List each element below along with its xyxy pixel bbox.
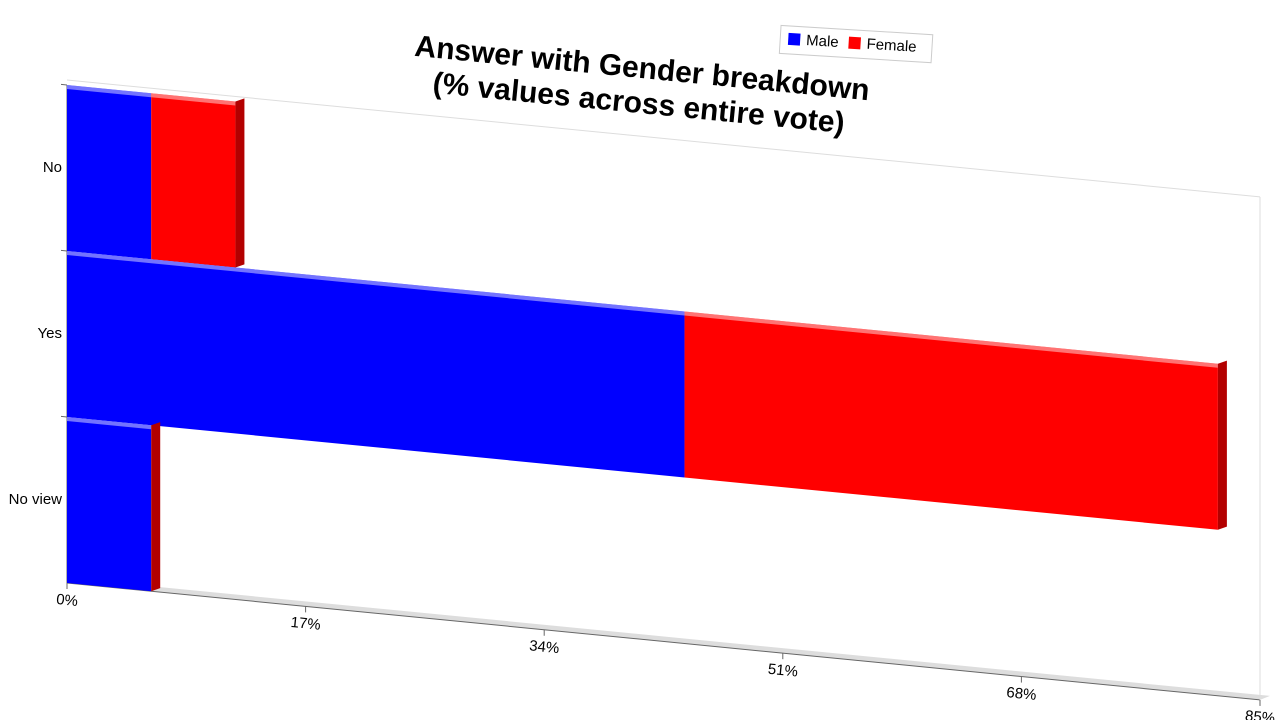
bar-side [235,98,245,268]
legend-label: Male [806,32,839,51]
bar-top [151,93,236,106]
x-tick-label: 51% [767,661,799,681]
y-tick-label: No [43,159,62,176]
x-tick-label: 0% [55,591,78,610]
bar-top [684,311,1218,368]
legend-swatch [848,36,861,50]
bar [151,93,236,268]
x-tick-label: 17% [290,614,322,634]
bar [67,84,152,260]
axis-floor [67,578,1270,700]
bar [67,250,685,478]
legend: Male Female [778,24,934,64]
bar [67,416,152,592]
legend-swatch [787,32,801,46]
y-tick [61,83,67,86]
y-tick-label: No view [9,491,63,508]
bar [684,311,1218,530]
x-tick-label: 68% [1006,684,1038,704]
y-tick [61,415,67,418]
x-axis [67,582,1260,701]
legend-label: Female [866,36,917,56]
plot-top [67,79,1260,198]
plot-area [61,79,1270,706]
bar-top [67,416,152,430]
bar-side [151,422,161,592]
y-tick [61,249,67,252]
bar-top [67,250,685,316]
x-tick-label: 85% [1244,707,1276,720]
bar-top [67,84,152,98]
bar-side [1217,360,1227,530]
y-tick-label: Yes [38,325,62,342]
x-tick-label: 34% [528,637,560,657]
